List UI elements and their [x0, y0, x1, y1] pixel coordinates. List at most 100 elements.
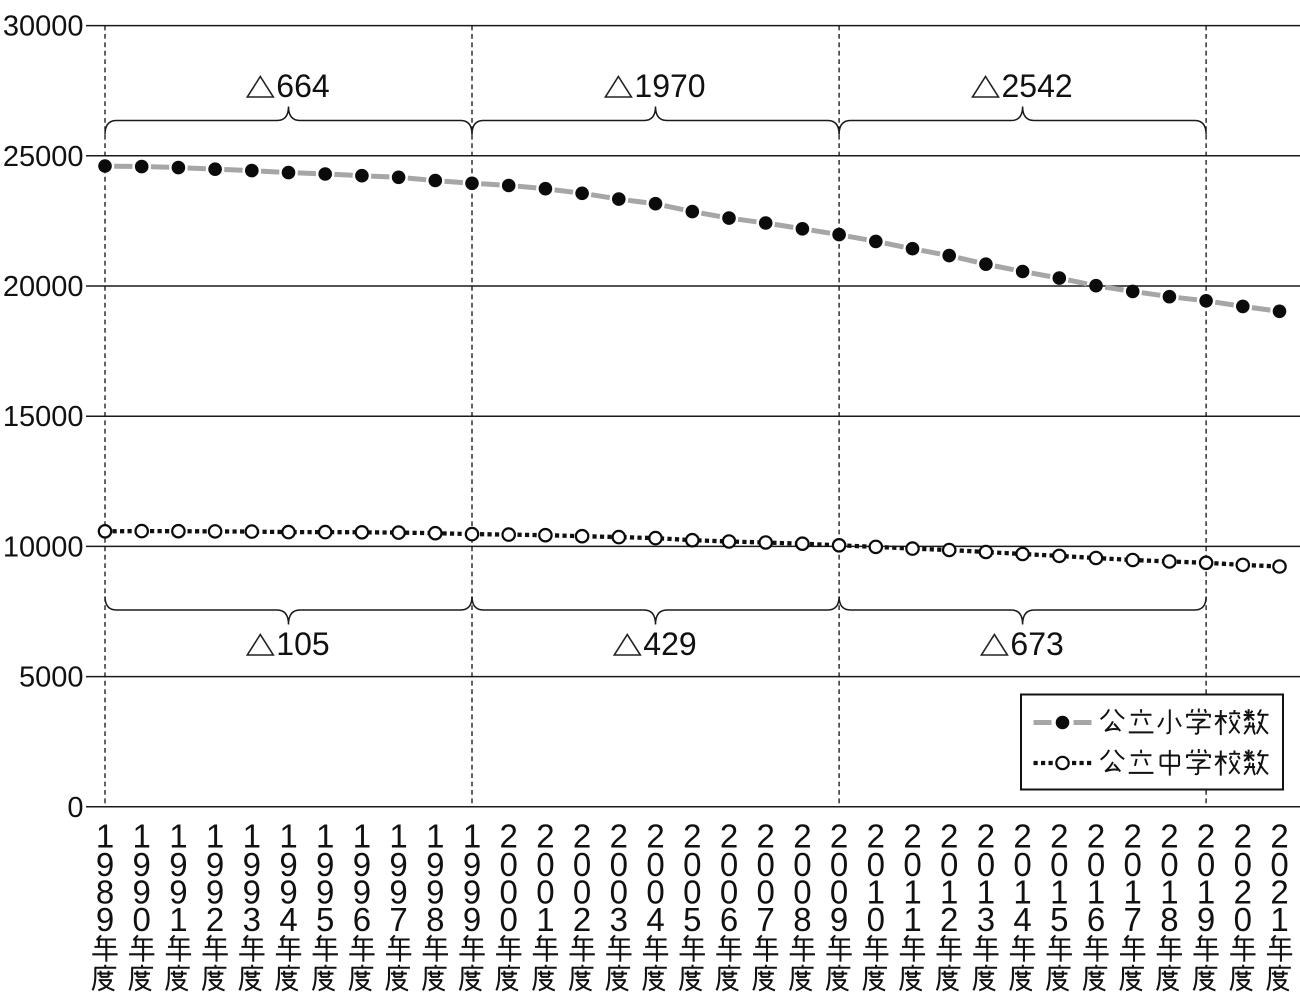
- svg-text:0: 0: [1124, 846, 1142, 883]
- svg-text:2: 2: [573, 901, 591, 938]
- svg-text:2542: 2542: [1002, 68, 1073, 104]
- svg-text:2: 2: [1160, 817, 1178, 854]
- svg-text:2: 2: [1234, 817, 1252, 854]
- svg-text:2: 2: [793, 817, 811, 854]
- svg-text:9: 9: [463, 846, 481, 883]
- svg-text:0: 0: [536, 846, 554, 883]
- svg-text:2: 2: [500, 817, 518, 854]
- svg-text:1: 1: [1124, 873, 1142, 910]
- svg-text:1: 1: [1050, 873, 1068, 910]
- svg-text:1: 1: [243, 817, 261, 854]
- svg-text:4: 4: [279, 901, 297, 938]
- svg-text:2: 2: [940, 901, 958, 938]
- svg-text:9: 9: [169, 846, 187, 883]
- svg-text:0: 0: [867, 901, 885, 938]
- svg-text:2: 2: [757, 817, 775, 854]
- svg-text:0: 0: [1160, 846, 1178, 883]
- svg-text:0: 0: [573, 873, 591, 910]
- svg-text:9: 9: [830, 901, 848, 938]
- svg-text:1: 1: [426, 817, 444, 854]
- svg-text:9: 9: [279, 846, 297, 883]
- svg-text:3: 3: [977, 901, 995, 938]
- svg-text:0: 0: [500, 873, 518, 910]
- svg-text:1: 1: [206, 817, 224, 854]
- svg-text:5000: 5000: [19, 662, 84, 694]
- svg-text:1: 1: [977, 873, 995, 910]
- svg-text:2: 2: [1270, 873, 1288, 910]
- svg-text:1: 1: [1270, 901, 1288, 938]
- svg-text:0: 0: [830, 873, 848, 910]
- svg-text:5: 5: [1050, 901, 1068, 938]
- svg-text:2: 2: [1087, 817, 1105, 854]
- svg-text:1: 1: [96, 817, 114, 854]
- svg-text:1: 1: [1013, 873, 1031, 910]
- svg-text:7: 7: [1124, 901, 1142, 938]
- svg-text:2: 2: [1013, 817, 1031, 854]
- svg-text:0: 0: [1087, 846, 1105, 883]
- svg-text:9: 9: [389, 846, 407, 883]
- svg-text:1: 1: [536, 901, 554, 938]
- svg-text:9: 9: [1197, 901, 1215, 938]
- svg-text:2: 2: [940, 817, 958, 854]
- svg-text:0: 0: [610, 873, 628, 910]
- svg-text:2: 2: [867, 817, 885, 854]
- svg-text:9: 9: [96, 846, 114, 883]
- svg-text:4: 4: [1013, 901, 1031, 938]
- svg-text:0: 0: [1234, 846, 1252, 883]
- svg-text:7: 7: [389, 901, 407, 938]
- svg-text:9: 9: [243, 873, 261, 910]
- svg-text:9: 9: [133, 873, 151, 910]
- svg-text:1: 1: [1197, 873, 1215, 910]
- svg-text:0: 0: [67, 792, 83, 824]
- svg-text:429: 429: [643, 626, 696, 662]
- svg-text:6: 6: [353, 901, 371, 938]
- svg-text:0: 0: [867, 846, 885, 883]
- svg-text:0: 0: [940, 846, 958, 883]
- svg-text:0: 0: [573, 846, 591, 883]
- svg-text:664: 664: [276, 68, 329, 104]
- svg-text:9: 9: [463, 901, 481, 938]
- svg-text:9: 9: [206, 873, 224, 910]
- svg-text:3: 3: [243, 901, 261, 938]
- svg-text:1: 1: [316, 817, 334, 854]
- svg-text:0: 0: [720, 873, 738, 910]
- svg-text:30000: 30000: [3, 11, 84, 43]
- svg-text:9: 9: [389, 873, 407, 910]
- svg-text:0: 0: [720, 846, 738, 883]
- svg-text:1: 1: [1160, 873, 1178, 910]
- svg-text:20000: 20000: [3, 271, 84, 303]
- svg-text:0: 0: [536, 873, 554, 910]
- svg-text:25000: 25000: [3, 141, 84, 173]
- svg-text:0: 0: [1050, 846, 1068, 883]
- svg-text:8: 8: [1160, 901, 1178, 938]
- svg-text:9: 9: [316, 873, 334, 910]
- svg-text:0: 0: [903, 846, 921, 883]
- svg-text:10000: 10000: [3, 531, 84, 563]
- svg-text:2: 2: [1124, 817, 1142, 854]
- svg-text:105: 105: [276, 626, 329, 662]
- svg-text:1: 1: [389, 817, 407, 854]
- svg-text:4: 4: [646, 901, 664, 938]
- svg-text:9: 9: [206, 846, 224, 883]
- svg-text:2: 2: [903, 817, 921, 854]
- svg-text:0: 0: [500, 901, 518, 938]
- svg-text:7: 7: [757, 901, 775, 938]
- svg-text:0: 0: [683, 873, 701, 910]
- svg-text:0: 0: [133, 901, 151, 938]
- svg-text:0: 0: [977, 846, 995, 883]
- svg-text:1: 1: [353, 817, 371, 854]
- svg-text:0: 0: [646, 873, 664, 910]
- svg-text:9: 9: [426, 846, 444, 883]
- svg-text:0: 0: [1197, 846, 1215, 883]
- svg-text:0: 0: [757, 873, 775, 910]
- svg-text:0: 0: [683, 846, 701, 883]
- svg-text:2: 2: [977, 817, 995, 854]
- svg-text:8: 8: [96, 873, 114, 910]
- svg-text:673: 673: [1010, 626, 1063, 662]
- svg-text:1: 1: [169, 817, 187, 854]
- svg-text:0: 0: [610, 846, 628, 883]
- svg-text:2: 2: [206, 901, 224, 938]
- svg-text:1: 1: [169, 901, 187, 938]
- svg-text:2: 2: [1197, 817, 1215, 854]
- svg-text:2: 2: [536, 817, 554, 854]
